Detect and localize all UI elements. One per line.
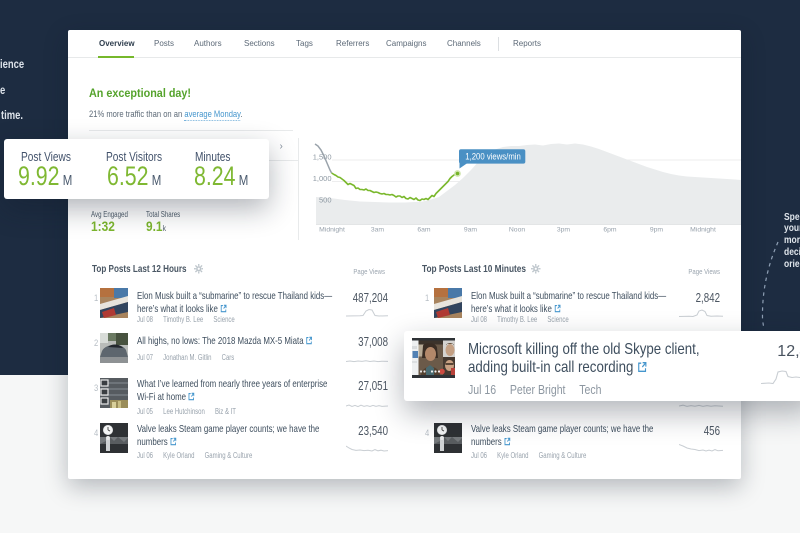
svg-text:6pm: 6pm bbox=[603, 227, 617, 234]
svg-text:Midnight: Midnight bbox=[319, 227, 345, 234]
svg-text:9pm: 9pm bbox=[650, 227, 664, 234]
svg-text:1,200 views/min: 1,200 views/min bbox=[465, 151, 521, 161]
svg-text:3pm: 3pm bbox=[557, 227, 571, 234]
svg-text:1,000: 1,000 bbox=[313, 174, 332, 183]
svg-text:500: 500 bbox=[319, 196, 332, 205]
svg-text:9am: 9am bbox=[464, 227, 478, 234]
svg-text:3am: 3am bbox=[371, 227, 385, 234]
svg-text:6am: 6am bbox=[417, 227, 431, 234]
svg-text:Noon: Noon bbox=[509, 227, 525, 234]
svg-text:1,500: 1,500 bbox=[313, 153, 332, 162]
svg-text:Midnight: Midnight bbox=[690, 227, 716, 234]
